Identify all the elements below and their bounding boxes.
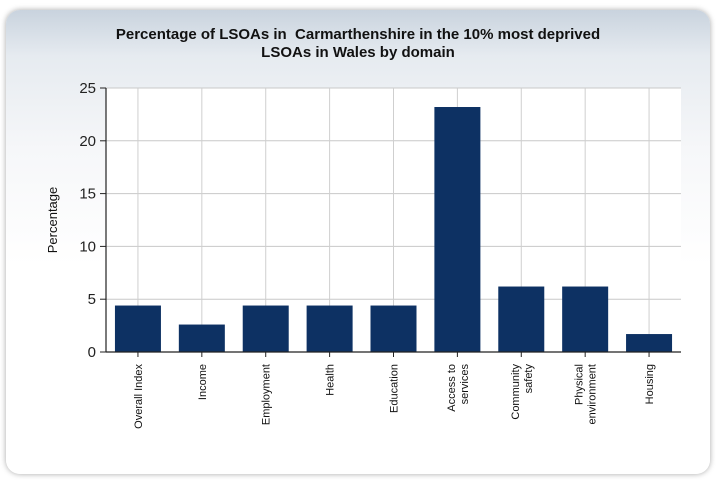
bar: [114, 305, 161, 352]
chart-title-line-1: Percentage of LSOAs in Carmarthenshire i…: [115, 26, 601, 43]
chart-title: Percentage of LSOAs in Carmarthenshire i…: [0, 26, 716, 62]
y-tick-label: 10: [79, 238, 96, 255]
x-category-label: Physical environment: [574, 364, 599, 425]
x-category-label-line: Health: [325, 364, 337, 396]
y-tick-label: 20: [79, 133, 96, 150]
bar: [562, 286, 609, 352]
bar: [434, 107, 481, 353]
bar: [242, 305, 289, 352]
bar: [178, 324, 225, 352]
chart-title-line-2: LSOAs in Wales by domain: [261, 44, 455, 61]
y-tick-label: 25: [79, 80, 96, 97]
x-category-label: Education: [389, 364, 401, 413]
x-category-label: Employment: [261, 364, 273, 425]
x-category-label-line: safety: [523, 364, 535, 394]
y-tick-label: 5: [88, 291, 96, 308]
bar: [370, 305, 417, 352]
x-category-label-line: Community: [510, 364, 522, 420]
bar: [626, 334, 673, 352]
x-category-label-line: Housing: [644, 364, 656, 404]
x-category-label-line: Access to: [446, 364, 458, 412]
x-category-label: Access to services: [446, 364, 471, 412]
y-tick-label: 0: [88, 344, 96, 361]
x-category-label-line: Education: [389, 364, 401, 413]
x-category-label: Housing: [644, 364, 656, 404]
x-category-label-line: Employment: [261, 364, 273, 425]
x-category-label: Overall Index: [133, 364, 145, 429]
y-tick-label: 15: [79, 186, 96, 203]
x-category-label-line: Overall Index: [133, 364, 145, 429]
x-category-label-line: Income: [197, 364, 209, 400]
x-category-label-line: Physical: [574, 364, 586, 405]
y-axis-title: Percentage: [45, 187, 60, 254]
x-category-label: Health: [325, 364, 337, 396]
bar: [306, 305, 353, 352]
x-category-label-line: services: [459, 364, 471, 405]
x-category-label: Income: [197, 364, 209, 400]
bar: [498, 286, 545, 352]
x-category-label-line: environment: [587, 364, 599, 425]
x-category-label: Community safety: [510, 364, 535, 420]
